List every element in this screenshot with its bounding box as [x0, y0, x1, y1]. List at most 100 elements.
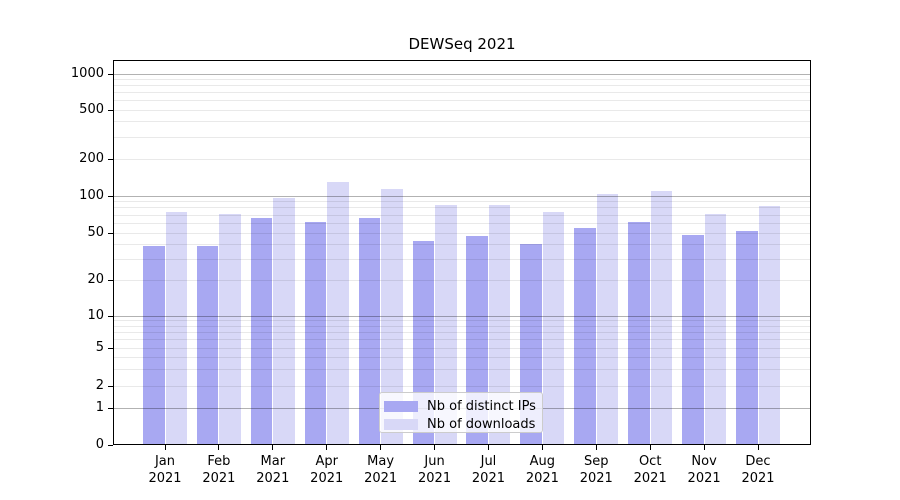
x-axis-tick [326, 445, 328, 450]
x-axis-tick-label: Dec 2021 [730, 453, 786, 487]
month-label: Oct [638, 454, 662, 469]
minor-gridline [114, 85, 810, 87]
year-label: 2021 [310, 471, 344, 486]
y-axis-tick-label: 50 [87, 225, 104, 240]
month-label: Jun [424, 454, 445, 469]
x-axis-tick-label: Jan 2021 [137, 453, 193, 487]
year-label: 2021 [418, 471, 452, 486]
y-axis-tick [108, 347, 113, 349]
x-axis-tick [487, 445, 489, 450]
y-axis-tick-label: 0 [95, 437, 104, 452]
legend-swatch [384, 400, 418, 412]
x-axis-tick [164, 445, 166, 450]
month-label: Nov [691, 454, 717, 469]
minor-gridline [114, 158, 810, 160]
bar-distinct-ips [143, 245, 165, 444]
y-axis-tick-label: 1000 [70, 66, 104, 81]
y-axis-tick [108, 73, 113, 75]
x-axis-tick [218, 445, 220, 450]
bar-downloads [381, 188, 403, 444]
bar-distinct-ips [682, 235, 704, 444]
x-axis-tick [272, 445, 274, 450]
year-label: 2021 [256, 471, 290, 486]
legend-swatch [384, 418, 418, 430]
year-label: 2021 [364, 471, 398, 486]
bar-distinct-ips [304, 222, 327, 444]
minor-gridline [114, 347, 810, 349]
minor-gridline [114, 109, 810, 111]
month-label: Feb [207, 454, 231, 469]
x-axis-tick [380, 445, 382, 450]
minor-gridline [114, 121, 810, 123]
bar-downloads [273, 197, 295, 444]
minor-gridline [114, 331, 810, 333]
bar-downloads [435, 204, 457, 444]
bar-downloads [165, 212, 187, 444]
y-axis-tick-label: 10 [87, 308, 104, 323]
month-label: Jan [154, 454, 176, 469]
bar-downloads [758, 205, 780, 444]
legend: Nb of distinct IPs Nb of downloads [379, 392, 543, 433]
month-label: Mar [260, 454, 286, 469]
month-label: May [367, 454, 395, 469]
major-gridline [114, 195, 810, 197]
month-label: Jul [480, 454, 497, 469]
y-axis-tick [108, 315, 113, 317]
y-axis-tick [108, 109, 113, 111]
x-axis-tick-label: Sep 2021 [568, 453, 624, 487]
major-gridline [114, 73, 810, 75]
bar-downloads [704, 214, 727, 444]
bar-distinct-ips [358, 218, 381, 444]
minor-gridline [114, 258, 810, 260]
y-axis-tick-label: 100 [79, 188, 104, 203]
year-label: 2021 [471, 471, 505, 486]
x-axis-tick-label: Aug 2021 [514, 453, 570, 487]
x-axis-tick-label: Feb 2021 [191, 453, 247, 487]
month-label: Aug [529, 454, 556, 469]
bar-downloads [327, 181, 349, 444]
y-axis-tick [108, 195, 113, 197]
bar-downloads [542, 212, 565, 444]
minor-gridline [114, 201, 810, 203]
bar-distinct-ips [196, 245, 219, 444]
y-axis-tick [108, 407, 113, 409]
year-label: 2021 [687, 471, 721, 486]
minor-gridline [114, 214, 810, 216]
minor-gridline [114, 356, 810, 358]
y-axis-tick [108, 385, 113, 387]
x-axis-tick-label: Jul 2021 [460, 453, 516, 487]
minor-gridline [114, 232, 810, 234]
x-axis-tick-label: Jun 2021 [407, 453, 463, 487]
minor-gridline [114, 100, 810, 102]
major-gridline [114, 315, 810, 317]
year-label: 2021 [148, 471, 182, 486]
x-axis-tick-label: May 2021 [353, 453, 409, 487]
bar-distinct-ips [628, 222, 650, 444]
x-axis-tick [434, 445, 436, 450]
x-axis-tick [595, 445, 597, 450]
bar-downloads [219, 213, 241, 444]
year-label: 2021 [633, 471, 667, 486]
x-axis-tick-label: Mar 2021 [245, 453, 301, 487]
minor-gridline [114, 368, 810, 370]
x-axis-tick [703, 445, 705, 450]
x-axis-tick-label: Nov 2021 [676, 453, 732, 487]
legend-entry: Nb of distinct IPs [380, 397, 542, 415]
y-axis-tick [108, 158, 113, 160]
x-axis-tick [757, 445, 759, 450]
y-axis-tick-label: 2 [95, 378, 104, 393]
y-axis-tick [108, 232, 113, 234]
bar-distinct-ips [574, 227, 596, 444]
y-axis-tick-label: 200 [79, 151, 104, 166]
minor-gridline [114, 222, 810, 224]
year-label: 2021 [202, 471, 236, 486]
x-axis-tick [541, 445, 543, 450]
y-axis-tick-label: 500 [79, 102, 104, 117]
bar-downloads [596, 193, 619, 444]
minor-gridline [114, 385, 810, 387]
minor-gridline [114, 279, 810, 281]
minor-gridline [114, 207, 810, 209]
chart-title: DEWSeq 2021 [408, 35, 516, 53]
y-axis-tick-label: 1 [95, 400, 104, 415]
